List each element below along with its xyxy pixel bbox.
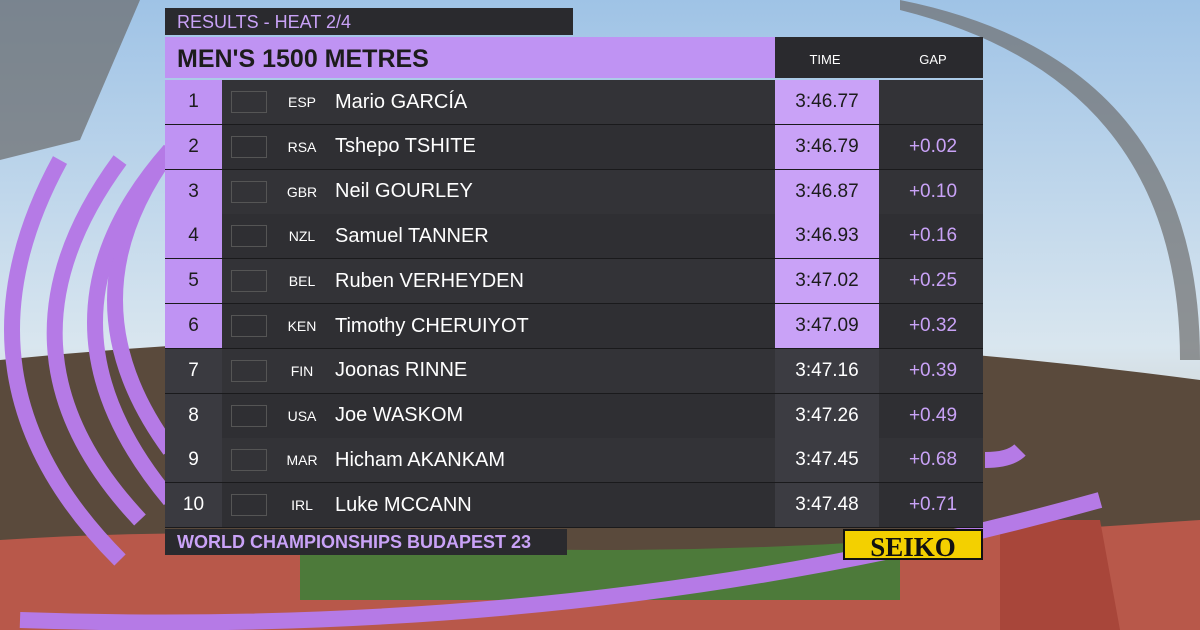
column-header-bar: [775, 37, 983, 78]
time: 3:47.02: [775, 259, 879, 304]
country-code: RSA: [287, 138, 317, 155]
country-code: FIN: [290, 362, 314, 379]
result-row: 5 BEL Ruben VERHEYDEN 3:47.02 +0.25: [165, 259, 983, 305]
rank: 1: [165, 80, 222, 124]
athlete-name: Timothy CHERUIYOT: [335, 314, 529, 337]
rank: 5: [165, 259, 222, 304]
flag: [231, 315, 267, 337]
sponsor-logo: SEIKO: [843, 529, 983, 562]
gap: +0.16: [908, 225, 958, 247]
flag: [231, 494, 267, 517]
rank: 10: [165, 483, 222, 528]
rank: 3: [165, 169, 222, 214]
gap: +0.71: [908, 494, 958, 516]
country-code: BEL: [288, 273, 316, 290]
gap: +0.39: [908, 359, 958, 381]
rank: 2: [165, 124, 222, 169]
rank: 6: [165, 304, 222, 348]
time-header: TIME: [809, 52, 841, 67]
heat-label: RESULTS - HEAT 2/4: [165, 8, 573, 35]
time: 3:47.09: [775, 304, 879, 348]
event-title: MEN'S 1500 METRES: [165, 37, 775, 78]
time: 3:47.26: [775, 393, 879, 438]
flag: [231, 225, 267, 248]
country-code: MAR: [286, 452, 318, 469]
athlete-name: Joonas RINNE: [335, 359, 468, 382]
country-code: USA: [287, 407, 317, 424]
country-code: ESP: [287, 94, 316, 110]
country-code: NZL: [288, 228, 316, 245]
gap: +0.25: [908, 270, 958, 292]
flag: [231, 449, 267, 472]
result-row: 9 MAR Hicham AKANKAM 3:47.45 +0.68: [165, 438, 983, 484]
result-row: 10 IRL Luke MCCANN 3:47.48 +0.71: [165, 483, 983, 529]
flag: [231, 135, 267, 158]
flag: [231, 180, 267, 203]
time: 3:47.45: [775, 438, 879, 483]
athlete-name: Tshepo TSHITE: [335, 135, 476, 158]
rank: 9: [165, 438, 222, 483]
flag: [231, 91, 267, 113]
gap: +0.68: [908, 449, 958, 471]
result-row: 4 NZL Samuel TANNER 3:46.93 +0.16: [165, 214, 983, 260]
rank: 7: [165, 348, 222, 393]
athlete-name: Neil GOURLEY: [335, 180, 473, 203]
result-row: 2 RSA Tshepo TSHITE 3:46.79 +0.02: [165, 124, 983, 170]
time: 3:47.16: [775, 348, 879, 393]
result-row: 3 GBR Neil GOURLEY 3:46.87 +0.10: [165, 169, 983, 215]
athlete-name: Samuel TANNER: [335, 224, 489, 247]
gap: +0.49: [908, 404, 958, 426]
time: 3:46.87: [775, 169, 879, 214]
athlete-name: Mario GARCÍA: [335, 90, 468, 113]
flag: [231, 404, 267, 427]
time: 3:46.79: [775, 124, 879, 169]
athlete-name: Ruben VERHEYDEN: [335, 269, 524, 292]
rank: 8: [165, 393, 222, 438]
result-row: 1 ESP Mario GARCÍA 3:46.77: [165, 80, 983, 125]
gap-header: GAP: [919, 52, 947, 67]
time: 3:46.77: [775, 80, 879, 124]
time: 3:47.48: [775, 483, 879, 528]
country-code: GBR: [286, 183, 318, 200]
flag: [231, 270, 267, 293]
gap: +0.02: [908, 135, 958, 157]
result-row: 8 USA Joe WASKOM 3:47.26 +0.49: [165, 393, 983, 439]
gap: +0.32: [908, 315, 958, 336]
athlete-name: Luke MCCANN: [335, 493, 472, 516]
time: 3:46.93: [775, 214, 879, 259]
result-row: 6 KEN Timothy CHERUIYOT 3:47.09 +0.32: [165, 304, 983, 349]
athlete-name: Hicham AKANKAM: [335, 448, 506, 471]
country-code: KEN: [287, 318, 317, 334]
result-row: 7 FIN Joonas RINNE 3:47.16 +0.39: [165, 348, 983, 394]
event-footer: WORLD CHAMPIONSHIPS BUDAPEST 23: [165, 529, 567, 555]
flag: [231, 359, 267, 382]
gap: +0.10: [908, 180, 958, 202]
athlete-name: Joe WASKOM: [335, 404, 464, 427]
country-code: IRL: [291, 497, 313, 514]
rank: 4: [165, 214, 222, 259]
